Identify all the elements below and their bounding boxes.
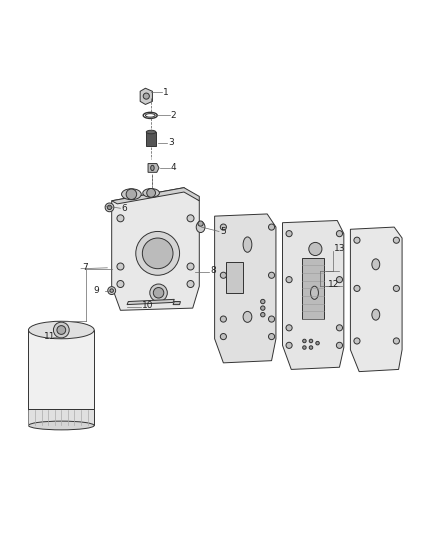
Circle shape [57, 326, 66, 334]
Text: 11: 11 [44, 332, 55, 341]
Circle shape [393, 285, 399, 292]
Circle shape [105, 203, 114, 212]
Circle shape [261, 300, 265, 304]
Circle shape [286, 325, 292, 331]
Bar [226, 262, 243, 293]
Circle shape [110, 289, 113, 292]
Bar [146, 132, 156, 146]
Circle shape [303, 339, 306, 343]
Ellipse shape [311, 286, 318, 300]
Bar [302, 258, 324, 319]
Polygon shape [127, 300, 174, 304]
Ellipse shape [143, 189, 159, 197]
Text: 10: 10 [142, 302, 154, 310]
Text: 2: 2 [171, 111, 177, 120]
Circle shape [268, 334, 275, 340]
Circle shape [354, 237, 360, 243]
Circle shape [147, 189, 155, 197]
Circle shape [336, 231, 343, 237]
Circle shape [220, 272, 226, 278]
Circle shape [268, 272, 275, 278]
Circle shape [53, 322, 69, 338]
Ellipse shape [243, 237, 252, 252]
Text: 4: 4 [170, 163, 176, 172]
Circle shape [187, 280, 194, 287]
Circle shape [117, 215, 124, 222]
Circle shape [108, 287, 116, 295]
Circle shape [309, 243, 322, 255]
Circle shape [220, 224, 226, 230]
Circle shape [107, 205, 112, 209]
Circle shape [198, 221, 203, 226]
Circle shape [142, 238, 173, 269]
Circle shape [268, 224, 275, 230]
Ellipse shape [243, 311, 252, 322]
Circle shape [336, 342, 343, 349]
Circle shape [143, 93, 149, 99]
Ellipse shape [372, 259, 380, 270]
Text: 6: 6 [122, 204, 127, 213]
Polygon shape [148, 164, 159, 172]
Polygon shape [112, 188, 199, 310]
Circle shape [393, 338, 399, 344]
Circle shape [309, 339, 313, 343]
Circle shape [220, 316, 226, 322]
Circle shape [354, 285, 360, 292]
Circle shape [261, 306, 265, 310]
Polygon shape [215, 214, 276, 363]
Text: 1: 1 [163, 87, 169, 96]
Polygon shape [140, 88, 152, 104]
Ellipse shape [28, 321, 94, 339]
Circle shape [303, 346, 306, 349]
Text: 9: 9 [93, 286, 99, 295]
Circle shape [336, 325, 343, 331]
Ellipse shape [28, 421, 94, 430]
Circle shape [316, 342, 319, 345]
Circle shape [286, 277, 292, 282]
Text: 5: 5 [220, 227, 226, 236]
Ellipse shape [151, 165, 154, 171]
Ellipse shape [372, 309, 380, 320]
Text: 7: 7 [82, 263, 88, 272]
Bar [28, 409, 94, 425]
Ellipse shape [146, 130, 156, 134]
Text: 8: 8 [210, 266, 216, 276]
Circle shape [393, 237, 399, 243]
Circle shape [187, 215, 194, 222]
Text: 12: 12 [328, 280, 339, 289]
Text: 3: 3 [168, 139, 174, 148]
Circle shape [136, 231, 180, 275]
Circle shape [187, 263, 194, 270]
Circle shape [261, 312, 265, 317]
Circle shape [309, 346, 313, 349]
Polygon shape [283, 221, 344, 369]
Polygon shape [350, 227, 402, 372]
Circle shape [117, 280, 124, 287]
Circle shape [286, 342, 292, 349]
Circle shape [286, 231, 292, 237]
Circle shape [117, 263, 124, 270]
Circle shape [354, 338, 360, 344]
Ellipse shape [196, 222, 205, 232]
Polygon shape [112, 188, 199, 204]
Text: 13: 13 [334, 245, 345, 254]
Circle shape [153, 287, 164, 298]
Circle shape [220, 334, 226, 340]
Bar [28, 330, 94, 409]
Circle shape [268, 316, 275, 322]
Circle shape [150, 284, 167, 302]
Circle shape [336, 277, 343, 282]
Circle shape [126, 189, 137, 199]
Polygon shape [173, 302, 180, 304]
Ellipse shape [121, 189, 141, 200]
